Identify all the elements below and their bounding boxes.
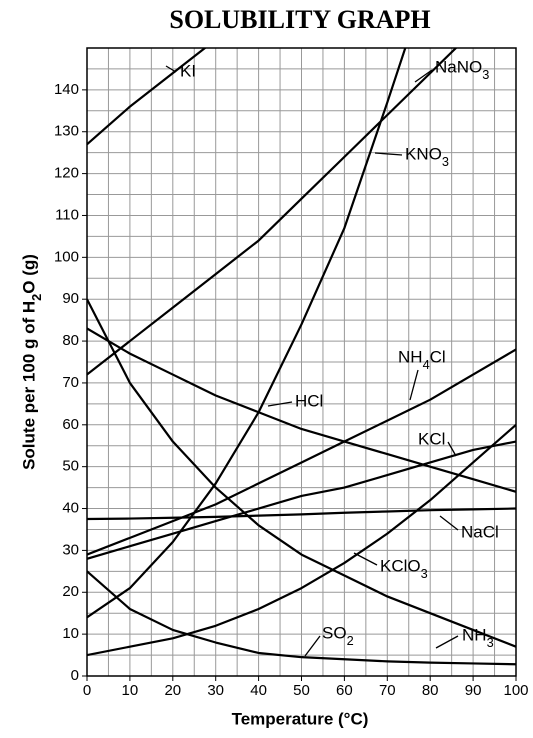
series-label: NaNO3 [435, 57, 489, 81]
y-tick-label: 120 [54, 165, 79, 182]
series-line [87, 507, 516, 521]
chart-title: SOLUBILITY GRAPH [169, 5, 430, 34]
series-line [87, 298, 516, 648]
x-tick-label: 40 [250, 682, 267, 699]
series-label: NH4Cl [398, 347, 446, 371]
x-tick-label: 70 [379, 682, 396, 699]
y-tick-label: 80 [62, 332, 79, 349]
label-leader [414, 69, 433, 83]
y-tick-label: 0 [71, 667, 79, 684]
label-leader [353, 552, 378, 566]
series-line [87, 440, 516, 560]
y-tick-label: 100 [54, 248, 79, 265]
label-leader [435, 635, 459, 649]
series-label: HCl [295, 391, 323, 410]
x-tick-label: 60 [336, 682, 353, 699]
label-leader [409, 369, 419, 401]
y-tick-label: 90 [62, 290, 79, 307]
plot-frame [86, 47, 517, 677]
series-label: SO2 [322, 623, 354, 647]
y-tick-label: 20 [62, 583, 79, 600]
x-tick-label: 90 [465, 682, 482, 699]
y-tick-label: 70 [62, 374, 79, 391]
series-label: KCl [418, 429, 445, 448]
x-tick-label: 30 [207, 682, 224, 699]
series-label: KI [180, 61, 196, 80]
label-leader [165, 65, 177, 73]
x-tick-label: 50 [293, 682, 310, 699]
series-line [87, 423, 516, 657]
label-leader [267, 401, 293, 407]
x-axis-label: Temperature (°C) [232, 709, 369, 728]
series-label: KNO3 [405, 144, 449, 168]
x-tick-label: 100 [503, 682, 528, 699]
label-leader [374, 152, 403, 156]
series-label: NH3 [462, 625, 494, 649]
y-tick-label: 140 [54, 81, 79, 98]
series-line [87, 570, 516, 666]
series-line [87, 327, 516, 493]
x-tick-label: 10 [122, 682, 139, 699]
y-tick-label: 40 [62, 500, 79, 517]
x-tick-label: 0 [83, 682, 91, 699]
y-tick-label: 10 [62, 625, 79, 642]
y-axis-label: Solute per 100 g of H2O (g) [19, 254, 43, 470]
x-tick-label: 20 [164, 682, 181, 699]
label-leader [439, 515, 459, 531]
series-line [87, 348, 516, 556]
series-line [87, 48, 207, 146]
label-leader [447, 441, 457, 457]
plot-area [87, 48, 516, 666]
y-tick-label: 60 [62, 416, 79, 433]
y-tick-label: 110 [55, 206, 79, 223]
y-tick-label: 130 [54, 123, 79, 140]
series-label: NaCl [461, 522, 499, 541]
y-tick-label: 30 [62, 541, 79, 558]
x-tick-label: 80 [422, 682, 439, 699]
series-line [87, 48, 458, 376]
y-tick-label: 50 [62, 458, 79, 475]
label-leader [304, 635, 321, 657]
